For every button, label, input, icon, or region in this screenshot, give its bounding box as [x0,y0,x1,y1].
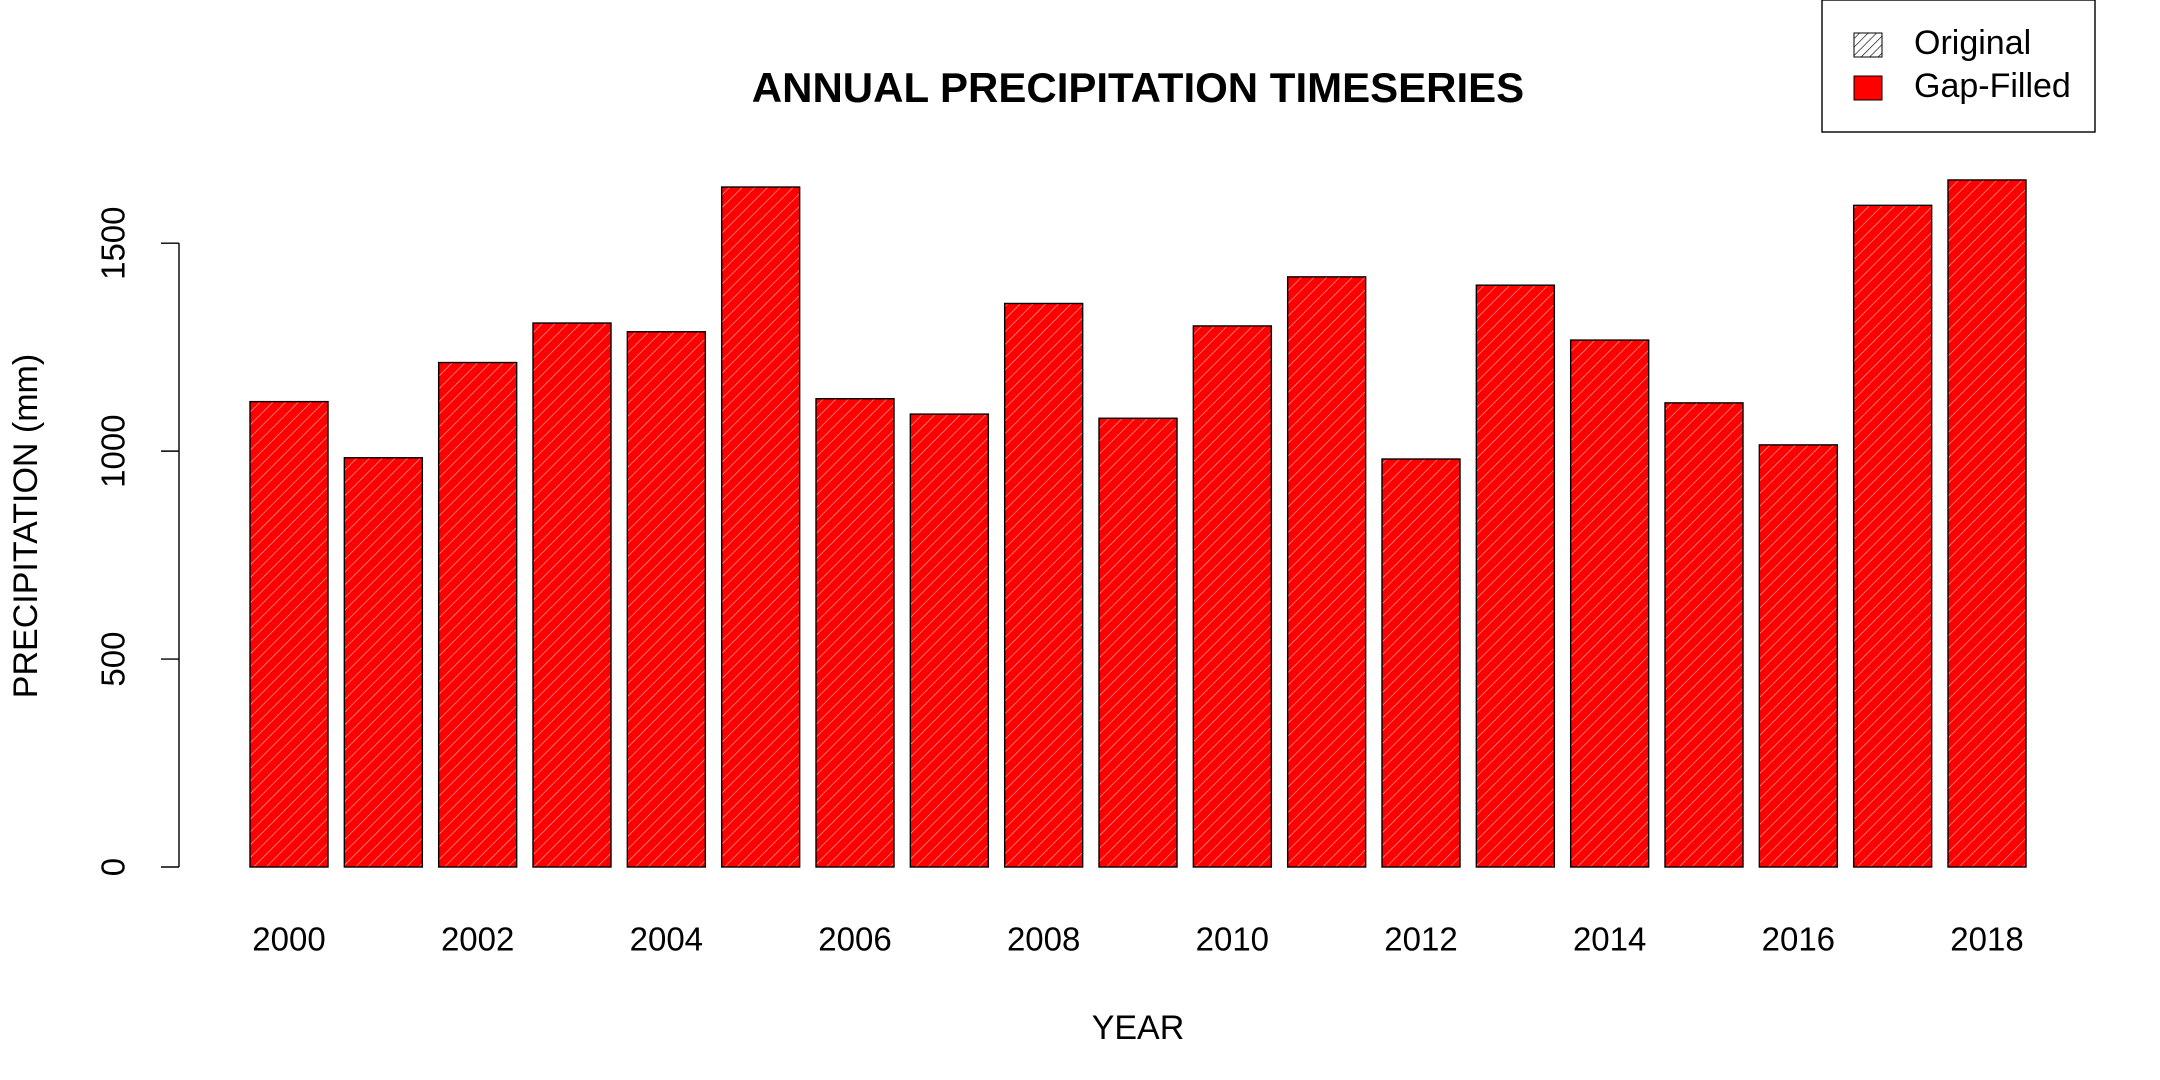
x-tick-label: 2008 [1007,921,1080,958]
bar [1381,458,1461,868]
legend-label: Gap-Filled [1914,67,2071,105]
y-axis-label: PRECIPITATION (mm) [7,354,45,698]
x-tick-label: 2016 [1762,921,1835,958]
x-tick-label: 2000 [252,921,325,958]
bar [815,398,895,868]
bar [249,400,329,868]
bar [720,186,801,868]
legend-swatch [1853,32,1883,58]
x-tick-label: 2006 [818,921,891,958]
legend-label: Original [1914,24,2031,62]
bar [532,322,612,868]
bar [1852,204,1933,868]
bar [1569,339,1650,868]
legend-swatch [1853,75,1883,101]
bar [1098,417,1178,868]
bar [1192,325,1273,868]
bar [909,413,990,868]
bar [1947,179,2027,868]
legend: Original Gap-Filled [1821,0,2096,133]
x-tick-label: 2004 [630,921,703,958]
bar [1758,444,1839,868]
y-tick-label: 1500 [95,206,132,279]
x-tick-label: 2012 [1384,921,1457,958]
x-axis-label: YEAR [1092,1009,1185,1047]
x-tick-label: 2018 [1950,921,2023,958]
chart-title: ANNUAL PRECIPITATION TIMESERIES [752,64,1524,111]
bar [437,361,518,868]
legend-box [1821,0,2096,133]
x-tick-label: 2014 [1573,921,1646,958]
y-tick-label: 500 [95,632,132,687]
bar [1664,402,1744,868]
bar [1475,284,1556,868]
y-tick-label: 0 [95,858,132,876]
y-tick-label: 1000 [95,414,132,487]
bar [1286,276,1367,868]
bar [1003,302,1084,868]
x-tick-label: 2010 [1196,921,1269,958]
bar [626,331,707,868]
bar [343,457,424,868]
x-tick-label: 2002 [441,921,514,958]
